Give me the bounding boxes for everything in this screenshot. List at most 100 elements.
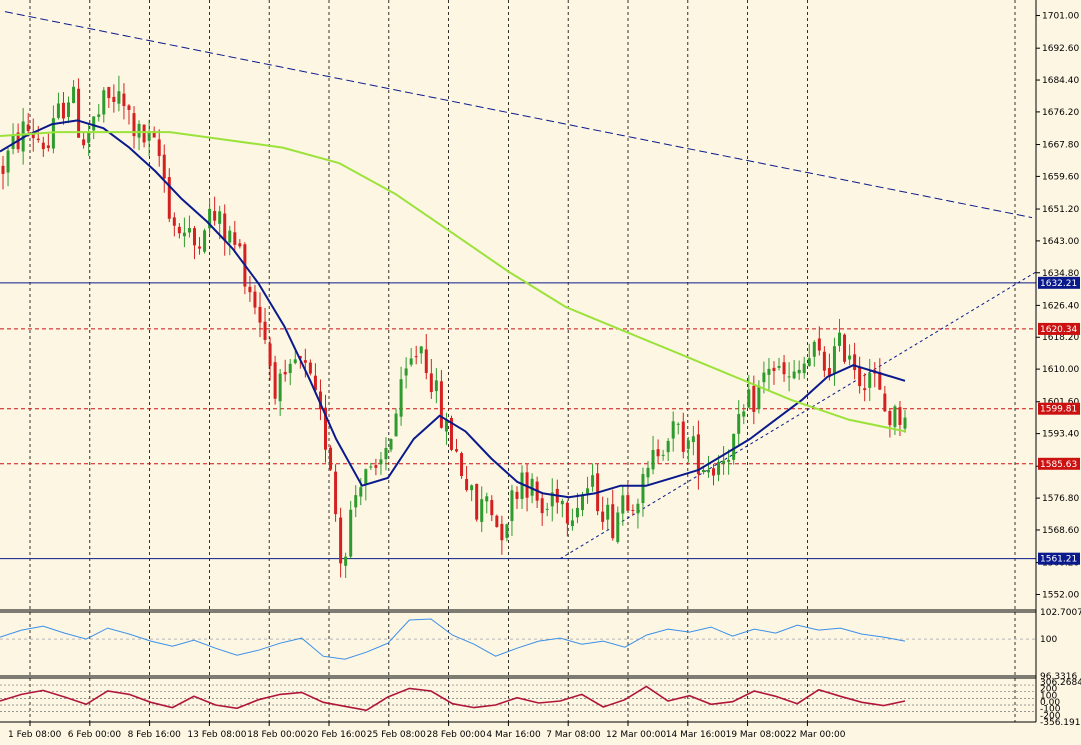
oscillator-1-tick-label: 96.3316	[1040, 672, 1077, 682]
oscillator-2-line[interactable]	[0, 685, 906, 712]
candle-body	[616, 512, 620, 542]
candle-body	[792, 371, 796, 379]
candle-body	[253, 291, 257, 308]
candle-body	[329, 447, 333, 470]
oscillator-1-line[interactable]	[0, 618, 906, 660]
moving-average-fast[interactable]	[0, 119, 906, 499]
candle-body	[893, 406, 897, 427]
candle-body	[218, 211, 222, 224]
price-tick-label: 1676.20	[1042, 108, 1079, 118]
candle-body	[545, 508, 549, 510]
oscillator-1-tick-label: 100	[1040, 635, 1057, 645]
price-tick-label: 1618.20	[1042, 333, 1079, 343]
price-tag	[1038, 402, 1080, 415]
candle-body	[762, 372, 766, 383]
oscillator-2-tick-label: -200	[1040, 711, 1061, 721]
candle-body	[656, 449, 660, 457]
candle-body	[772, 367, 776, 371]
candle-body	[601, 511, 605, 522]
candle-body	[490, 500, 494, 516]
candle-body	[92, 116, 96, 131]
candle-body	[686, 440, 690, 449]
candle-body	[107, 87, 111, 99]
candle-body	[480, 499, 484, 522]
candle-body	[238, 243, 242, 247]
candle-body	[439, 381, 443, 428]
oscillator-2-tick-label: 200	[1040, 685, 1057, 695]
oscillator-1-tick-label: 102.7007	[1040, 608, 1081, 618]
candle-body	[646, 467, 650, 478]
price-tag	[1038, 457, 1080, 470]
candle-body	[631, 509, 635, 511]
candle-body	[1, 165, 5, 174]
trendline-up[interactable]	[559, 271, 1037, 560]
candle-body	[293, 359, 297, 364]
candle-body	[651, 450, 655, 470]
candle-body	[157, 139, 161, 157]
price-tag	[1038, 276, 1080, 289]
candle-body	[233, 232, 237, 245]
candle-body	[31, 132, 35, 139]
candle-body	[198, 246, 202, 249]
price-tick-label: 1634.80	[1042, 269, 1079, 279]
moving-average-slow[interactable]	[0, 131, 906, 433]
candle-body	[283, 371, 287, 375]
candle-body	[565, 502, 569, 524]
candle-body	[848, 355, 852, 360]
time-tick-label: 1 Feb 08:00	[8, 730, 62, 740]
price-tick-label: 1593.40	[1042, 430, 1079, 440]
price-tick-label: 1701.00	[1042, 12, 1079, 22]
price-tag	[1038, 552, 1080, 565]
time-tick-label: 20 Feb 16:00	[307, 730, 366, 740]
candle-body	[817, 338, 821, 351]
candle-body	[666, 440, 670, 453]
candle-body	[495, 515, 499, 528]
candle-body	[177, 226, 181, 234]
time-tick-label: 14 Mar 16:00	[666, 730, 726, 740]
candle-body	[344, 556, 348, 566]
candle-body	[868, 373, 872, 388]
time-tick-label: 13 Feb 08:00	[187, 730, 246, 740]
candle-body	[61, 102, 65, 119]
candle-body	[359, 487, 363, 497]
candle-body	[706, 469, 710, 473]
candle-body	[147, 132, 151, 141]
oscillator-2-tick-label: 306.2684	[1040, 678, 1081, 688]
candle-body	[429, 373, 433, 393]
oscillator-2-tick-label: -356.1912	[1040, 718, 1081, 728]
candle-body	[575, 507, 579, 518]
candle-body	[611, 504, 615, 539]
candle-body	[460, 453, 464, 477]
candle-body	[384, 447, 388, 460]
candle-body	[364, 469, 368, 486]
candle-body	[51, 118, 55, 149]
time-tick-label: 19 Mar 08:00	[726, 730, 786, 740]
candle-body	[354, 495, 358, 508]
price-tag-label: 1599.81	[1040, 405, 1077, 415]
candle-body	[888, 410, 892, 426]
time-tick-label: 28 Feb 00:00	[427, 730, 486, 740]
candle-body	[570, 520, 574, 527]
trendline-down[interactable]	[4, 11, 1033, 219]
price-tag-label: 1620.34	[1040, 325, 1077, 335]
candle-body	[510, 490, 514, 522]
price-axis: 1701.00 1692.60 1684.40 1676.20 1667.80 1659.…	[1035, 0, 1081, 728]
price-tick-label: 1626.40	[1042, 301, 1079, 311]
price-tick-label: 1659.60	[1042, 172, 1079, 182]
candle-body	[112, 96, 116, 102]
candle-body	[379, 459, 383, 465]
candle-body	[308, 362, 312, 374]
candle-body	[399, 379, 403, 417]
candle-body	[223, 213, 227, 241]
candle-body	[258, 306, 262, 323]
candle-body	[898, 407, 902, 425]
candle-body	[455, 449, 459, 452]
candle-body	[434, 380, 438, 392]
candle-body	[550, 492, 554, 507]
candle-body	[757, 385, 761, 409]
candle-body	[137, 123, 141, 138]
candle-body	[515, 491, 519, 499]
candle-body	[192, 228, 196, 246]
